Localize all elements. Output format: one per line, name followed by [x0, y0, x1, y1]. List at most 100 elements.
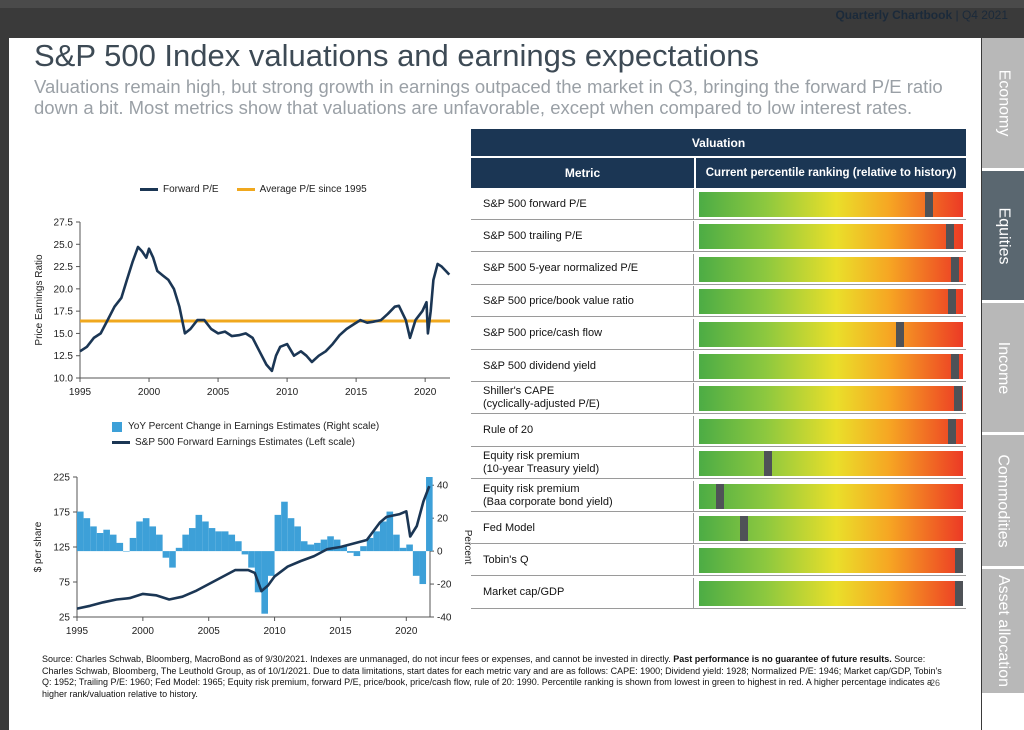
percentile-marker — [948, 418, 957, 444]
pe-y-tick-label: 20.0 — [54, 284, 74, 295]
legend-forward-pe-swatch — [140, 188, 158, 191]
tab-asset-allocation[interactable]: Asset allocation — [982, 569, 1024, 693]
pe-x-tick-label: 2010 — [276, 387, 299, 398]
earnings-right-tick-label: 20 — [437, 514, 449, 525]
yoy-bar — [281, 501, 288, 552]
yoy-bar — [149, 526, 157, 552]
percentile-marker — [945, 224, 954, 250]
table-row: S&P 500 price/cash flow — [471, 318, 966, 350]
percentile-gradient-bar — [699, 516, 963, 541]
pe-y-tick-label: 15.0 — [54, 329, 74, 340]
percentile-marker — [953, 386, 962, 412]
pe-x-tick-label: 2000 — [138, 387, 161, 398]
yoy-bar — [136, 521, 143, 552]
yoy-bar — [169, 551, 176, 568]
pe-chart-legend: Forward P/E Average P/E since 1995 — [140, 184, 367, 195]
earnings-x-tick-label: 2020 — [395, 626, 418, 637]
earnings-x-tick-label: 2005 — [198, 626, 221, 637]
metric-label: Tobin's Q — [471, 545, 694, 576]
yoy-bar — [267, 551, 275, 576]
percentile-marker — [955, 580, 963, 606]
forward-pe-line — [79, 245, 451, 373]
table-row: Rule of 20 — [471, 415, 966, 447]
earnings-estimates-chart: 225 175 125 75 25 40 20 0 -20 -40 1995 2000 2005 2010… — [33, 473, 473, 638]
forward-earnings-line — [76, 485, 431, 610]
pe-x-tick-label: 1995 — [69, 387, 92, 398]
metric-label: Fed Model — [471, 513, 694, 543]
metric-label: S&P 500 price/book value ratio — [471, 286, 694, 317]
table-row: S&P 500 forward P/E — [471, 189, 966, 220]
table-col-ranking: Current percentile ranking (relative to … — [696, 158, 966, 188]
yoy-bar — [406, 544, 413, 552]
tab-economy[interactable]: Economy — [982, 38, 1024, 168]
yoy-bar — [294, 526, 301, 552]
tab-asset-allocation-label: Asset allocation — [995, 574, 1012, 688]
yoy-bar — [188, 528, 196, 552]
yoy-bar — [274, 514, 282, 552]
metric-label: Market cap/GDP — [471, 577, 694, 608]
pe-y-tick-label: 25.0 — [54, 240, 74, 251]
table-col-metric: Metric — [471, 158, 694, 188]
yoy-bar — [221, 531, 229, 552]
yoy-bar — [109, 534, 117, 552]
percentile-marker — [763, 451, 772, 477]
table-row: Market cap/GDP — [471, 577, 966, 609]
percentile-gradient-bar — [699, 483, 963, 509]
yoy-bar — [353, 551, 361, 557]
yoy-bar — [366, 537, 374, 552]
page-number: 26 — [930, 678, 941, 688]
metric-label: Equity risk premium (Baa corporate bond … — [471, 480, 694, 511]
yoy-bar — [96, 533, 104, 552]
yoy-bar — [360, 546, 367, 552]
yoy-bar — [103, 529, 110, 552]
yoy-bar — [195, 514, 203, 552]
legend-yoy-swatch — [112, 421, 122, 432]
yoy-bar — [175, 547, 183, 552]
yoy-bar — [215, 531, 222, 552]
header-brand: Quarterly Chartbook — [835, 8, 953, 22]
yoy-bar — [399, 547, 407, 552]
page-subtitle: Valuations remain high, but strong growt… — [34, 76, 943, 118]
metric-label: Equity risk premium (10-year Treasury yi… — [471, 448, 694, 479]
earnings-left-tick-label: 75 — [59, 578, 71, 589]
yoy-bar — [123, 551, 130, 552]
metric-label: S&P 500 5-year normalized P/E — [471, 253, 694, 284]
tab-income[interactable]: Income — [982, 303, 1024, 432]
percentile-marker — [924, 192, 933, 217]
percentile-gradient-bar — [699, 386, 963, 412]
table-row: S&P 500 trailing P/E — [471, 221, 966, 253]
percentile-gradient-bar — [699, 580, 963, 606]
yoy-bar — [77, 511, 84, 552]
earnings-left-tick-label: 175 — [53, 508, 70, 519]
percentile-gradient-bar — [699, 224, 963, 250]
yoy-bar — [142, 518, 150, 552]
legend-forward-earnings: S&P 500 Forward Earnings Estimates (Left… — [135, 437, 355, 448]
footnote-source: Source: Charles Schwab, Bloomberg, Macro… — [42, 654, 674, 664]
table-row: Equity risk premium (10-year Treasury yi… — [471, 448, 966, 480]
percentile-gradient-bar — [699, 548, 963, 574]
yoy-bar — [156, 534, 163, 552]
tab-equities[interactable]: Equities — [982, 171, 1024, 300]
yoy-bar — [393, 534, 400, 552]
pe-y-tick-label: 12.5 — [54, 351, 74, 362]
earnings-x-tick-label: 1995 — [66, 626, 89, 637]
percentile-gradient-bar — [699, 354, 963, 379]
earnings-right-tick-label: -20 — [437, 580, 452, 591]
earnings-right-tick-label: -40 — [437, 613, 452, 624]
tab-income-label: Income — [995, 341, 1012, 394]
legend-yoy: YoY Percent Change in Earnings Estimates… — [128, 421, 380, 432]
metric-label: Shiller's CAPE (cyclically-adjusted P/E) — [471, 383, 694, 414]
pe-x-tick-label: 2005 — [207, 387, 230, 398]
percentile-marker — [948, 289, 957, 315]
percentile-gradient-bar — [699, 451, 963, 477]
footnote: Source: Charles Schwab, Bloomberg, Macro… — [42, 654, 942, 700]
percentile-marker — [951, 256, 960, 282]
legend-forward-pe: Forward P/E — [163, 184, 219, 195]
tab-commodities-label: Commodities — [995, 453, 1013, 548]
yoy-bar — [261, 551, 268, 614]
section-tabs: Economy Equities Income Commodities Asse… — [982, 38, 1024, 730]
table-row: S&P 500 dividend yield — [471, 351, 966, 382]
tab-commodities[interactable]: Commodities — [982, 435, 1024, 566]
yoy-bar — [287, 518, 295, 552]
yoy-bar — [208, 528, 216, 552]
